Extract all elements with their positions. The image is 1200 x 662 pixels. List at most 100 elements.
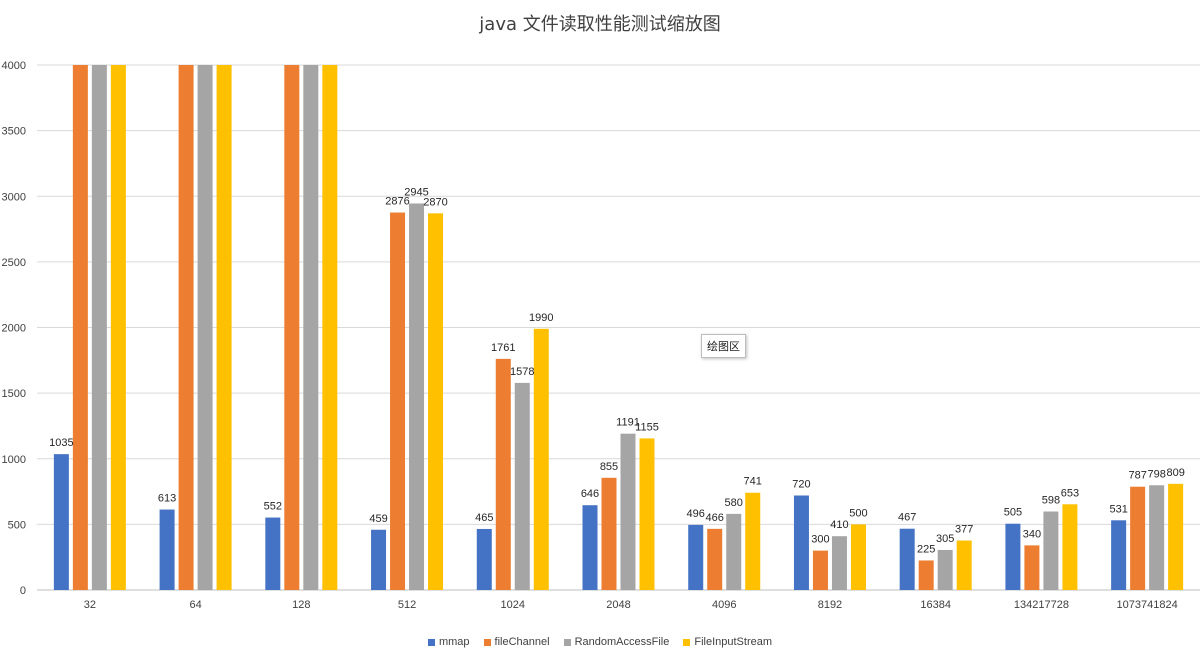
data-label: 505 — [1004, 507, 1022, 519]
data-label: 410 — [830, 519, 848, 531]
bar-fileChannel-2048 — [601, 477, 617, 590]
bar-RandomAccessFile-4096 — [726, 513, 742, 590]
x-tick-label: 134217728 — [1014, 599, 1069, 611]
data-label: 855 — [600, 461, 618, 473]
bar-fileChannel-4096 — [707, 528, 723, 590]
bar-mmap-64 — [159, 509, 175, 590]
legend-label: FileInputStream — [694, 636, 773, 648]
data-label: 809 — [1166, 467, 1184, 479]
x-tick-label: 16384 — [920, 599, 951, 611]
bar-RandomAccessFile-2048 — [620, 433, 636, 590]
legend: mmap fileChannel RandomAccessFile FileInput… — [0, 636, 1200, 648]
legend-swatch — [683, 638, 691, 646]
bar-mmap-4096 — [688, 524, 704, 590]
x-tick-label: 1024 — [501, 599, 525, 611]
bar-RandomAccessFile-32 — [91, 65, 107, 590]
legend-label: mmap — [438, 636, 470, 648]
data-label: 496 — [687, 508, 705, 520]
data-label: 300 — [811, 534, 829, 546]
bar-RandomAccessFile-64 — [197, 65, 213, 590]
x-tick-label: 2048 — [606, 599, 630, 611]
data-label: 653 — [1061, 487, 1079, 499]
y-tick-label: 0 — [20, 585, 26, 597]
x-tick-label: 1073741824 — [1117, 599, 1178, 611]
data-label: 467 — [898, 512, 916, 524]
data-label: 798 — [1147, 468, 1165, 480]
plot-area-tooltip: 绘图区 — [701, 334, 746, 358]
bar-RandomAccessFile-1024 — [514, 382, 530, 590]
data-label: 1990 — [529, 312, 553, 324]
data-label: 741 — [744, 476, 762, 488]
data-label: 340 — [1023, 528, 1041, 540]
data-label: 459 — [369, 513, 387, 525]
legend-swatch — [563, 638, 571, 646]
bar-FileInputStream-128 — [322, 65, 338, 590]
y-tick-label: 2500 — [2, 257, 26, 269]
y-tick-label: 4000 — [2, 60, 26, 72]
bar-mmap-128 — [265, 517, 281, 590]
data-label: 225 — [917, 543, 935, 555]
bar-FileInputStream-512 — [428, 213, 444, 590]
legend-swatch — [427, 638, 435, 646]
data-label: 552 — [264, 501, 282, 513]
bar-mmap-1073741824 — [1111, 520, 1127, 590]
bar-mmap-1024 — [476, 528, 492, 590]
legend-item: FileInputStream — [683, 636, 772, 648]
y-tick-label: 500 — [8, 519, 26, 531]
legend-item: fileChannel — [483, 636, 550, 648]
bar-RandomAccessFile-8192 — [831, 536, 847, 590]
x-tick-label: 4096 — [712, 599, 736, 611]
bar-fileChannel-512 — [390, 212, 406, 590]
bar-RandomAccessFile-134217728 — [1043, 511, 1059, 590]
data-label: 787 — [1128, 470, 1146, 482]
bar-fileChannel-1073741824 — [1130, 486, 1146, 590]
data-label: 377 — [955, 524, 973, 536]
data-label: 2876 — [385, 196, 409, 208]
x-tick-label: 64 — [189, 599, 201, 611]
data-label: 531 — [1109, 503, 1127, 515]
data-label: 1191 — [616, 417, 640, 429]
bar-fileChannel-134217728 — [1024, 545, 1040, 590]
legend-item: mmap — [427, 636, 470, 648]
legend-item: RandomAccessFile — [563, 636, 670, 648]
bar-mmap-16384 — [899, 528, 915, 590]
bar-fileChannel-64 — [178, 65, 194, 590]
bar-RandomAccessFile-128 — [303, 65, 319, 590]
bar-FileInputStream-32 — [110, 65, 126, 590]
bar-FileInputStream-2048 — [639, 438, 655, 590]
data-label: 2870 — [423, 196, 447, 208]
bar-FileInputStream-1024 — [533, 328, 549, 590]
bar-mmap-2048 — [582, 505, 598, 590]
data-label: 613 — [158, 493, 176, 505]
bar-mmap-512 — [371, 529, 387, 590]
bar-mmap-32 — [53, 454, 69, 590]
bar-RandomAccessFile-16384 — [937, 549, 953, 590]
bar-RandomAccessFile-1073741824 — [1149, 485, 1165, 590]
y-tick-label: 3500 — [2, 126, 26, 138]
bar-RandomAccessFile-512 — [409, 203, 425, 590]
data-label: 500 — [849, 507, 867, 519]
bar-FileInputStream-8192 — [850, 524, 866, 590]
data-label: 598 — [1042, 495, 1060, 507]
data-label: 465 — [475, 512, 493, 524]
data-label: 2945 — [404, 186, 428, 198]
data-label: 305 — [936, 533, 954, 545]
data-label: 1155 — [635, 421, 659, 433]
bar-FileInputStream-4096 — [745, 492, 761, 590]
y-tick-label: 3000 — [2, 191, 26, 203]
data-label: 580 — [725, 497, 743, 509]
data-label: 1035 — [49, 437, 73, 449]
bar-fileChannel-16384 — [918, 560, 934, 590]
legend-swatch — [483, 638, 491, 646]
x-tick-label: 32 — [84, 599, 96, 611]
data-label: 466 — [706, 512, 724, 524]
data-label: 720 — [792, 479, 810, 491]
bar-mmap-8192 — [793, 495, 809, 590]
bar-fileChannel-1024 — [495, 358, 511, 590]
legend-label: RandomAccessFile — [574, 636, 670, 648]
x-tick-label: 512 — [398, 599, 416, 611]
x-tick-label: 8192 — [818, 599, 842, 611]
bar-FileInputStream-16384 — [956, 540, 972, 590]
